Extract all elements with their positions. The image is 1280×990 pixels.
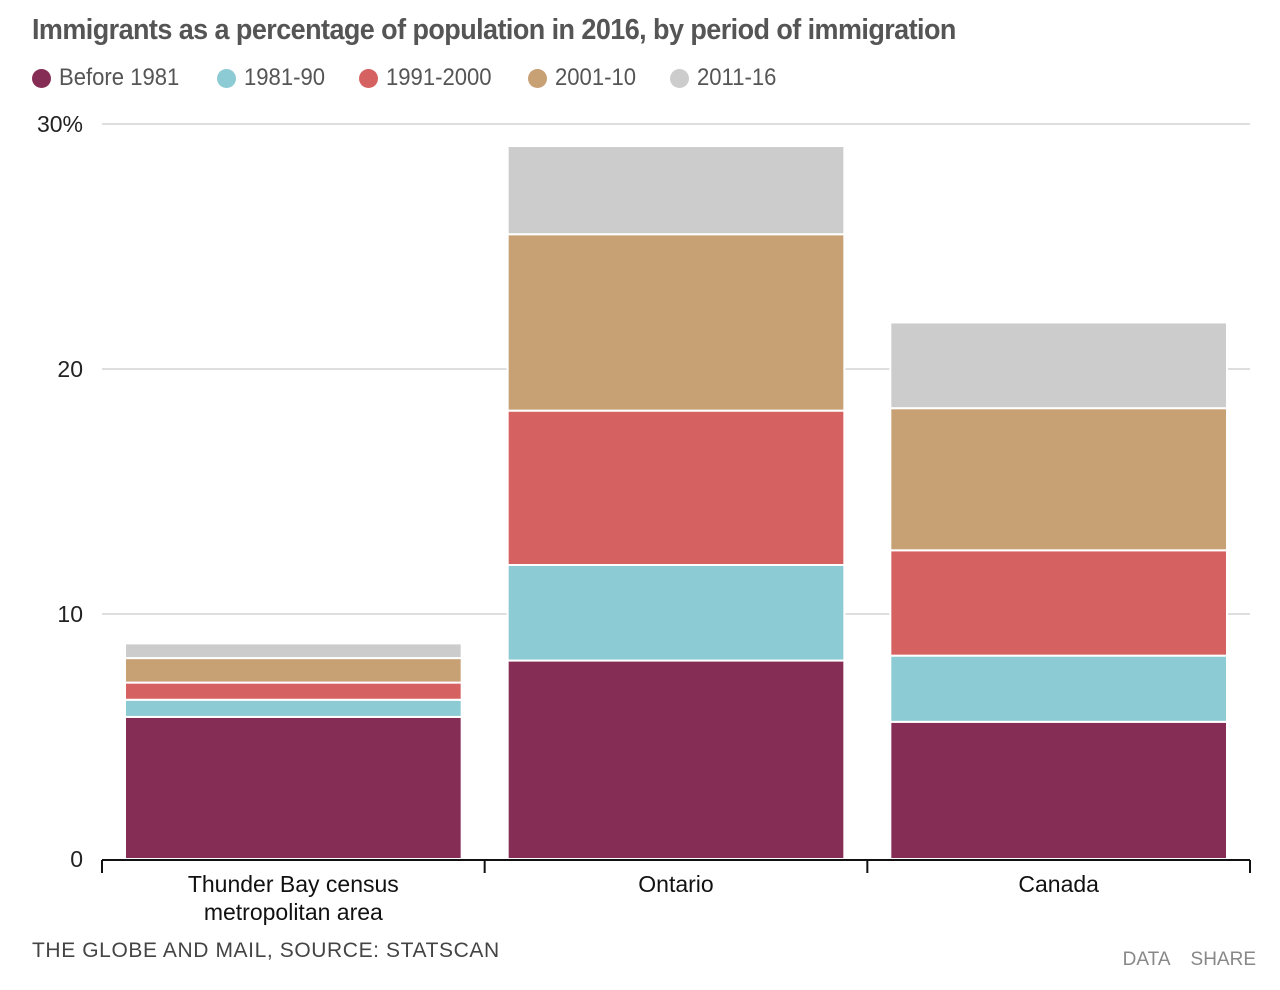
share-link[interactable]: SHARE bbox=[1190, 949, 1256, 970]
legend-item-1981-90: 1981-90 bbox=[216, 64, 332, 92]
chart-title: Immigrants as a percentage of population… bbox=[32, 14, 956, 46]
x-tick-label: Canada bbox=[1018, 871, 1099, 897]
bar-segment-2011-16[interactable] bbox=[889, 321, 1228, 410]
legend-label: 1991-2000 bbox=[385, 64, 492, 91]
footer-links: DATA SHARE bbox=[1123, 949, 1256, 971]
data-link[interactable]: DATA bbox=[1122, 949, 1171, 970]
bar-segment-before-1981[interactable] bbox=[506, 659, 846, 860]
bar-segment-1981-90[interactable] bbox=[889, 654, 1228, 723]
legend-label: Before 1981 bbox=[59, 64, 180, 91]
bar-segment-1991-2000[interactable] bbox=[506, 409, 846, 566]
legend-swatch-icon bbox=[358, 68, 378, 88]
legend-swatch-icon bbox=[216, 68, 236, 88]
legend-swatch-icon bbox=[527, 68, 547, 88]
bar-segment-1991-2000[interactable] bbox=[124, 681, 463, 701]
legend-item-2011-16: 2011-16 bbox=[669, 64, 783, 92]
y-tick-label: 0 bbox=[70, 846, 83, 872]
bar-segment-1991-2000[interactable] bbox=[889, 549, 1228, 657]
bar-segment-1981-90[interactable] bbox=[124, 698, 463, 718]
legend-swatch-icon bbox=[669, 68, 689, 88]
bar-segment-2011-16[interactable] bbox=[506, 145, 846, 236]
bar-segment-before-1981[interactable] bbox=[889, 720, 1228, 860]
legend-item-2001-10: 2001-10 bbox=[527, 64, 643, 92]
source-credit: THE GLOBE AND MAIL, SOURCE: STATSCAN bbox=[32, 939, 500, 962]
bar-segment-before-1981[interactable] bbox=[124, 715, 463, 861]
bar-segment-2011-16[interactable] bbox=[124, 642, 463, 660]
legend-label: 2001-10 bbox=[554, 64, 636, 91]
x-tick-label: Thunder Bay census bbox=[188, 871, 399, 897]
bar-segment-2001-10[interactable] bbox=[506, 233, 846, 412]
x-tick-label: metropolitan area bbox=[204, 899, 383, 925]
y-tick-label: 30% bbox=[37, 111, 83, 137]
x-tick-label: Ontario bbox=[638, 871, 713, 897]
legend-item-1991-2000: 1991-2000 bbox=[358, 64, 501, 92]
bars bbox=[124, 145, 1228, 861]
legend-label: 2011-16 bbox=[696, 64, 777, 91]
y-tick-label: 10 bbox=[57, 601, 83, 627]
legend-label: 1981-90 bbox=[243, 64, 325, 91]
legend-item-before-1981: Before 1981 bbox=[32, 64, 190, 92]
legend: Before 1981 1981-90 1991-2000 2001-10 20… bbox=[32, 64, 810, 92]
bar-segment-2001-10[interactable] bbox=[889, 407, 1228, 552]
y-tick-label: 20 bbox=[57, 356, 83, 382]
legend-swatch-icon bbox=[32, 68, 51, 88]
bar-segment-2001-10[interactable] bbox=[124, 657, 463, 684]
bar-segment-1981-90[interactable] bbox=[506, 564, 846, 662]
